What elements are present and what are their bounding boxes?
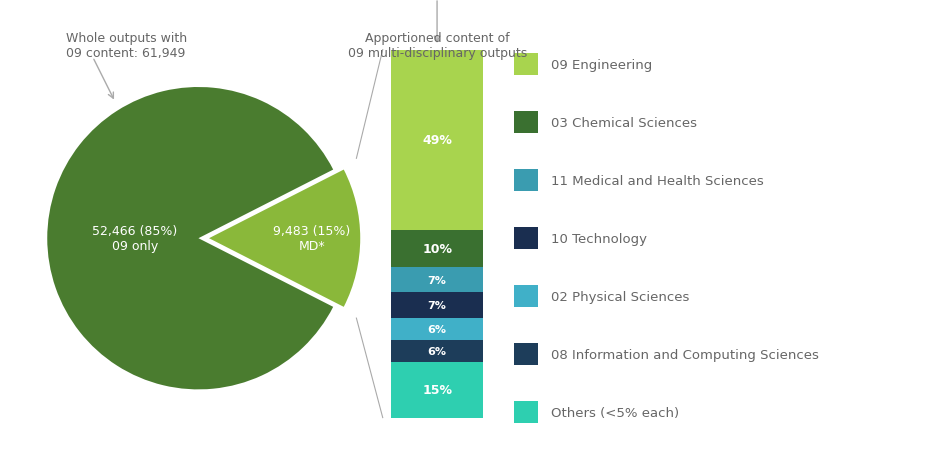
Text: 02 Physical Sciences: 02 Physical Sciences xyxy=(550,290,688,303)
Wedge shape xyxy=(209,170,360,307)
Text: 15%: 15% xyxy=(422,384,451,397)
Bar xyxy=(514,343,537,365)
Bar xyxy=(391,230,482,267)
Bar xyxy=(391,363,482,418)
Text: Whole outputs with
09 content: 61,949: Whole outputs with 09 content: 61,949 xyxy=(66,32,187,60)
Text: 09 Engineering: 09 Engineering xyxy=(550,58,651,72)
Text: 6%: 6% xyxy=(427,347,447,357)
Bar xyxy=(391,293,482,319)
Text: 03 Chemical Sciences: 03 Chemical Sciences xyxy=(550,117,696,129)
Text: 7%: 7% xyxy=(428,275,446,285)
Bar xyxy=(514,170,537,192)
Bar xyxy=(391,341,482,363)
Bar xyxy=(391,50,482,230)
Bar xyxy=(514,112,537,134)
Text: Apportioned content of
09 multi-disciplinary outputs: Apportioned content of 09 multi-discipli… xyxy=(347,32,527,60)
Text: 49%: 49% xyxy=(422,134,451,147)
Text: 7%: 7% xyxy=(428,301,446,311)
Bar xyxy=(514,54,537,76)
Bar xyxy=(391,319,482,341)
Text: 6%: 6% xyxy=(427,325,447,335)
Wedge shape xyxy=(47,88,333,390)
Text: 9,483 (15%)
MD*: 9,483 (15%) MD* xyxy=(273,225,350,252)
Text: 10 Technology: 10 Technology xyxy=(550,232,646,245)
Text: 52,466 (85%)
09 only: 52,466 (85%) 09 only xyxy=(93,225,177,252)
Bar xyxy=(514,401,537,424)
Text: Others (<5% each): Others (<5% each) xyxy=(550,406,678,419)
Text: 08 Information and Computing Sciences: 08 Information and Computing Sciences xyxy=(550,348,818,361)
Text: 11 Medical and Health Sciences: 11 Medical and Health Sciences xyxy=(550,174,763,187)
Bar xyxy=(391,267,482,293)
Bar xyxy=(514,228,537,250)
Text: 10%: 10% xyxy=(422,242,451,255)
Bar xyxy=(514,285,537,308)
